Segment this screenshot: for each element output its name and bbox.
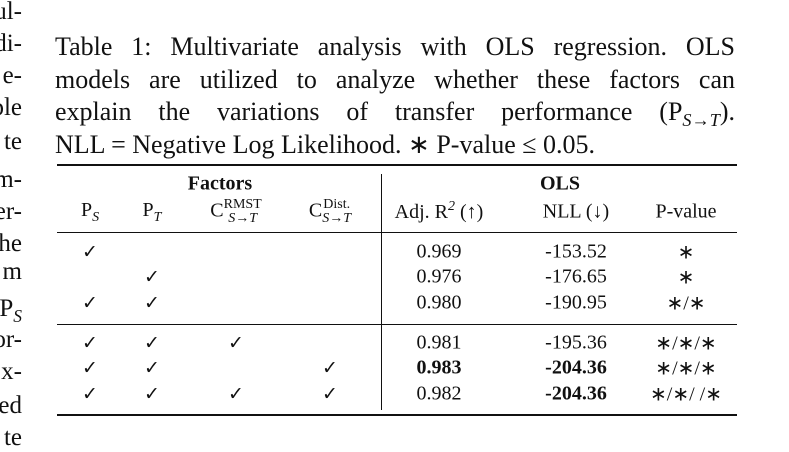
margin-fragment: or- xyxy=(0,326,22,353)
text: models are utilized to analyze whether t… xyxy=(55,65,735,94)
table-cell: ✓ xyxy=(144,357,160,379)
table-cell: ✓ xyxy=(144,292,160,314)
table-cell: ✓ xyxy=(144,332,160,354)
table-cell: ✓ xyxy=(228,383,244,405)
top-rule xyxy=(57,164,737,166)
text: (↑) xyxy=(455,200,484,223)
margin-fragment: er- xyxy=(0,198,22,225)
table-cell: -153.52 xyxy=(545,240,607,263)
text: Dist. xyxy=(323,197,351,212)
text: C xyxy=(210,199,224,222)
text: P xyxy=(0,294,14,322)
caption-line: Table 1: Multivariate analysis with OLS … xyxy=(55,32,735,62)
margin-fragment: te xyxy=(3,424,22,451)
table-cell: ✓ xyxy=(82,383,98,405)
bottom-rule xyxy=(57,414,737,416)
text: T xyxy=(153,210,162,225)
text: RMST xyxy=(223,197,262,212)
table-cell: ∗/∗/ /∗ xyxy=(650,383,722,406)
table-cell: ✓ xyxy=(144,266,160,288)
table-cell: 0.980 xyxy=(416,291,462,314)
mid-rule xyxy=(57,232,737,233)
text: explain the variations of transfer perfo… xyxy=(55,96,683,126)
column-header: NLL (↓) xyxy=(543,201,609,224)
table-cell: ✓ xyxy=(322,357,338,379)
text: NLL = Negative Log Likelihood. ∗ P-value… xyxy=(55,130,596,159)
text: C xyxy=(308,199,323,222)
text: S→T xyxy=(682,109,720,130)
margin-fragment: e- xyxy=(2,62,22,89)
group-header: Factors xyxy=(187,172,253,195)
table-cell: ∗/∗ xyxy=(666,292,706,315)
table-cell: 0.981 xyxy=(416,331,462,354)
table-cell: ∗ xyxy=(677,241,695,264)
table-cell: ✓ xyxy=(322,383,338,405)
table-cell: ✓ xyxy=(82,292,98,314)
table-cell: 0.969 xyxy=(416,240,462,263)
text: S→T xyxy=(228,211,258,226)
table-cell: ∗/∗/∗ xyxy=(655,332,717,355)
text: S xyxy=(13,305,22,326)
margin-fragment: ul- xyxy=(0,0,22,25)
table-cell: -195.36 xyxy=(545,331,607,354)
table-cell: ✓ xyxy=(144,383,160,405)
table-cell: -204.36 xyxy=(545,356,607,379)
table-cell: 0.982 xyxy=(416,382,462,405)
text: P xyxy=(142,199,154,221)
text: NLL (↓) xyxy=(542,200,610,223)
table-cell: ∗/∗/∗ xyxy=(655,357,717,380)
table-cell: ✓ xyxy=(228,332,244,354)
table-cell: ✓ xyxy=(82,332,98,354)
table-cell: -176.65 xyxy=(545,265,607,288)
text: P-value xyxy=(655,200,717,223)
text: P xyxy=(80,199,93,221)
column-separator xyxy=(381,174,382,410)
margin-fragment: te xyxy=(3,128,22,155)
group-header: OLS xyxy=(539,172,581,195)
table-cell: 0.983 xyxy=(416,356,462,379)
text: S xyxy=(92,210,100,225)
margin-fragment: di- xyxy=(0,30,22,57)
margin-fragment: he xyxy=(0,230,22,257)
column-header: C RMST S→T xyxy=(210,198,261,226)
margin-fragment: m xyxy=(2,258,22,285)
text: Adj. R xyxy=(394,200,449,223)
table-cell: ✓ xyxy=(82,241,98,263)
text: 2 xyxy=(448,199,456,215)
table-cell: 0.976 xyxy=(416,265,462,288)
table-cell: -190.95 xyxy=(545,291,607,314)
margin-fragment: m- xyxy=(0,166,22,193)
margin-fragment: ed xyxy=(0,392,22,419)
text: ). xyxy=(719,96,735,126)
caption-line: models are utilized to analyze whether t… xyxy=(55,65,735,95)
table-cell: ✓ xyxy=(82,357,98,379)
caption-line: NLL = Negative Log Likelihood. ∗ P-value… xyxy=(55,130,735,160)
mid-rule xyxy=(57,324,737,325)
text: S→T xyxy=(322,211,352,226)
table-cell: ∗ xyxy=(677,266,695,289)
table-cell: -204.36 xyxy=(545,382,607,405)
column-header: C Dist. S→T xyxy=(309,198,351,226)
text: Table 1: Multivariate analysis with OLS … xyxy=(55,32,735,61)
margin-fragment: ple xyxy=(0,94,22,121)
column-header: P-value xyxy=(655,201,716,224)
margin-fragment: x- xyxy=(1,358,22,385)
caption-line: explain the variations of transfer perfo… xyxy=(55,97,735,129)
